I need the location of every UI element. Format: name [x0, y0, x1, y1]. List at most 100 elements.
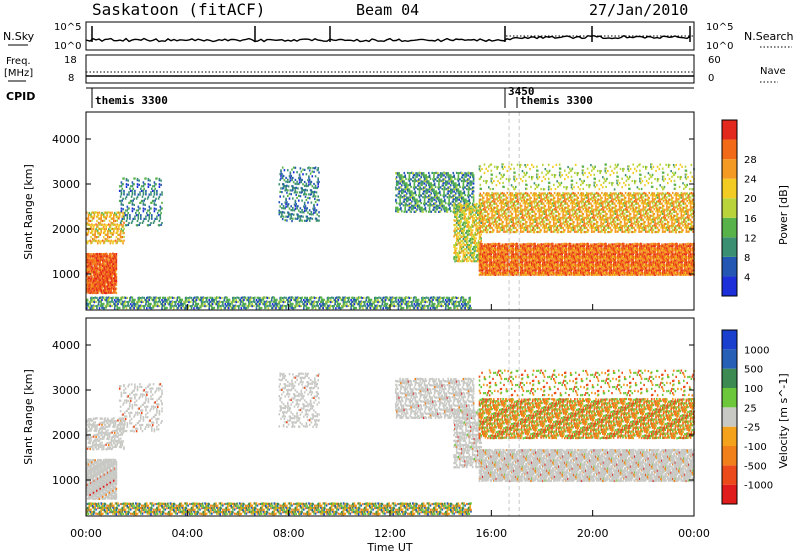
scatter-point [486, 263, 488, 266]
scatter-point [142, 203, 145, 206]
scatter-point [117, 237, 119, 241]
scatter-point [409, 210, 411, 213]
scatter-point [470, 237, 472, 240]
scatter-point [307, 211, 309, 214]
scatter-point [442, 194, 444, 197]
scatter-point [102, 279, 104, 282]
scatter-point [125, 307, 128, 310]
scatter-point [105, 287, 107, 291]
scatter-point [299, 195, 302, 198]
scatter-point [231, 302, 233, 305]
scatter-point [520, 265, 522, 268]
scatter-point [374, 304, 377, 307]
scatter-point [425, 296, 428, 299]
scatter-point [466, 229, 469, 232]
scatter-point [223, 297, 226, 300]
scatter-point [437, 173, 439, 176]
scatter-point [183, 300, 185, 303]
scatter-point [454, 219, 456, 222]
scatter-point [96, 305, 98, 308]
scatter-point [323, 304, 325, 307]
scatter-point [497, 261, 499, 264]
scatter-point [453, 194, 455, 197]
scatter-point [305, 193, 308, 196]
scatter-point [277, 300, 280, 303]
scatter-point [111, 261, 113, 264]
scatter-point [313, 193, 315, 196]
scatter-point [535, 269, 537, 272]
scatter-point [330, 296, 333, 299]
scatter-point [463, 233, 466, 236]
scatter-point [474, 203, 476, 206]
scatter-point [441, 204, 444, 207]
scatter-point [454, 304, 456, 307]
scatter-point [249, 302, 251, 305]
scatter-point [90, 283, 92, 286]
scatter-point [452, 303, 455, 306]
scatter-point [451, 176, 454, 179]
scatter-point [204, 303, 206, 306]
scatter-point [108, 279, 110, 282]
scatter-point [423, 177, 426, 180]
scatter-point [172, 305, 174, 308]
scatter-point [103, 273, 106, 276]
scatter-point [472, 177, 475, 180]
scatter-point [455, 250, 457, 253]
scatter-point [529, 269, 531, 272]
scatter-point [462, 304, 465, 307]
scatter-point [114, 301, 117, 304]
scatter-point [455, 235, 458, 238]
scatter-point [114, 269, 117, 272]
scatter-point [459, 241, 461, 244]
scatter-point [443, 296, 445, 299]
scatter-point [457, 260, 460, 263]
scatter-point [480, 239, 482, 242]
scatter-point [361, 296, 363, 300]
scatter-point [395, 177, 397, 180]
scatter-point [531, 273, 533, 276]
scatter-point [91, 271, 93, 274]
scatter-point [242, 300, 244, 303]
scatter-point [433, 176, 435, 179]
scatter-point [159, 193, 162, 196]
scatter-point [257, 304, 259, 307]
scatter-point [455, 196, 457, 199]
scatter-point [259, 296, 261, 299]
scatter-point [202, 298, 205, 301]
scatter-point [120, 203, 123, 206]
scatter-point [273, 304, 276, 307]
scatter-point [346, 300, 349, 303]
scatter-point [460, 213, 462, 216]
scatter-point [363, 303, 366, 306]
scatter-point [292, 307, 294, 310]
scatter-point [86, 307, 88, 310]
scatter-point [280, 177, 282, 180]
scatter-point [477, 227, 480, 230]
scatter-point [479, 259, 482, 262]
scatter-point [138, 298, 140, 301]
scatter-point [123, 239, 125, 242]
scatter-point [228, 303, 231, 306]
scatter-point [439, 202, 441, 205]
scatter-point [242, 298, 244, 301]
scatter-point [510, 244, 513, 247]
scatter-point [230, 300, 232, 303]
scatter-point [257, 300, 259, 303]
scatter-point [289, 189, 292, 192]
scatter-point [118, 227, 120, 230]
scatter-point [123, 217, 125, 220]
scatter-point [374, 296, 377, 299]
scatter-point [451, 200, 454, 203]
scatter-point [400, 304, 402, 307]
scatter-point [399, 208, 401, 211]
scatter-point [385, 306, 388, 309]
scatter-point [310, 300, 313, 303]
scatter-point [504, 243, 507, 246]
scatter-point [486, 269, 488, 272]
scatter-point [396, 208, 399, 211]
scatter-point [520, 254, 523, 258]
scatter-point [347, 297, 350, 300]
scatter-point [419, 300, 422, 303]
scatter-point [227, 300, 230, 303]
scatter-point [129, 214, 131, 217]
